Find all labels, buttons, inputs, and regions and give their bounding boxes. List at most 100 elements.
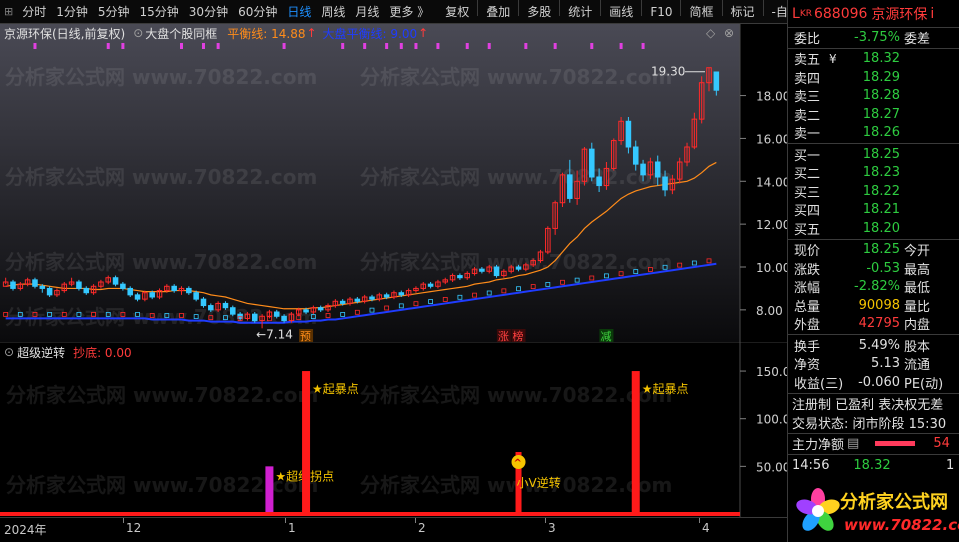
market-candle	[47, 312, 53, 317]
candle-body	[171, 285, 177, 292]
bid-price: 18.21	[862, 202, 900, 218]
stat-row: 涨跌 -0.53 最高	[788, 259, 959, 278]
market-candle	[647, 267, 653, 272]
toolbar-button-4[interactable]: 画线	[609, 4, 634, 19]
candle-body	[112, 277, 119, 285]
indicator-value-label: 抄底: 0.00	[73, 345, 132, 360]
divider	[788, 392, 959, 394]
ask-label: 卖五	[794, 53, 821, 69]
list-icon[interactable]: ▤	[847, 436, 860, 452]
candle-body	[230, 307, 236, 315]
market-candle	[633, 269, 639, 274]
date-tick	[123, 518, 124, 523]
candle-body	[61, 283, 68, 292]
bid-label: 买四	[794, 204, 821, 220]
menu-grid-icon[interactable]: ⊞	[4, 4, 14, 18]
candle-body	[347, 298, 353, 304]
indicator-name[interactable]: 大盘个股同框	[145, 26, 218, 41]
stat2-row: 净资 5.13 流通	[788, 355, 959, 373]
tab-period-4[interactable]: 30分钟	[188, 4, 229, 19]
market-candle	[252, 316, 258, 322]
trade-status-row: 交易状态: 闭市阶段 15:30	[788, 413, 959, 432]
info-icon[interactable]: i	[930, 5, 935, 22]
tab-period-8[interactable]: 月线	[355, 4, 380, 19]
candle-body	[383, 294, 390, 298]
market-candle	[17, 312, 23, 317]
toolbar-button-5[interactable]: F10	[650, 4, 673, 19]
candle-body	[332, 300, 339, 307]
candle-body	[156, 290, 163, 298]
stat2-row: 换手 5.49% 股本	[788, 336, 959, 355]
toolbar-button-3[interactable]: 统计	[568, 4, 593, 19]
signal-label: 榜	[513, 329, 524, 342]
candle-body	[559, 174, 566, 204]
market-candle	[618, 271, 624, 277]
bid-price: 18.22	[862, 183, 900, 199]
candle-body	[449, 275, 456, 281]
diamond-icon[interactable]: ◇	[706, 26, 716, 40]
indicator-toggle-icon[interactable]: ⊙	[133, 26, 144, 40]
bid-label: 买一	[794, 148, 821, 164]
toolbar-button-0[interactable]: 复权	[445, 4, 470, 19]
stat-label2: 最低	[904, 281, 931, 297]
close-icon[interactable]: ⊗	[724, 26, 734, 40]
candle-body	[625, 120, 632, 148]
market-candle	[340, 312, 346, 317]
toolbar-button-7[interactable]: 标记	[730, 4, 755, 19]
market-candle	[76, 312, 82, 317]
main-net-bar	[875, 441, 916, 447]
date-tick	[415, 518, 416, 523]
toolbar-button-6[interactable]: 简框	[689, 4, 714, 19]
bid-price: 18.20	[862, 220, 900, 236]
y-tick-label: 12.00	[756, 218, 787, 232]
ask-price: 18.28	[862, 88, 900, 104]
tab-period-7[interactable]: 周线	[321, 4, 346, 19]
market-candle	[662, 264, 668, 270]
signal-mark	[641, 43, 645, 49]
bid-label: 买五	[794, 222, 821, 238]
date-axis: 2024年 12 1 2 3 4	[0, 517, 787, 542]
date-label: 4	[702, 521, 710, 535]
candle-body	[46, 287, 53, 296]
indicator-toggle-icon[interactable]: ⊙	[4, 345, 15, 359]
market-candle	[442, 297, 448, 302]
ask-row: 卖二 18.27	[788, 105, 959, 124]
toolbar-button-1[interactable]: 叠加	[486, 4, 511, 19]
market-candle	[398, 303, 404, 309]
indicator-title[interactable]: 超级逆转	[17, 345, 66, 360]
candle-body	[706, 67, 712, 84]
signal-mark	[553, 43, 557, 49]
price-chart-panel[interactable]: 分析家公式网 www.70822.com 分析家公式网 www.70822.com…	[0, 24, 787, 342]
indicator-panel[interactable]: 分析家公式网 www.70822.com 分析家公式网 www.70822.com…	[0, 342, 787, 517]
signal-mark	[465, 43, 469, 49]
tab-period-3[interactable]: 15分钟	[139, 4, 179, 19]
tab-period-1[interactable]: 1分钟	[56, 4, 88, 19]
indicator-bar-label: 小V逆转	[517, 475, 561, 490]
candle-body	[2, 281, 9, 287]
date-label: 2024年	[4, 523, 47, 537]
ask-row: 卖一 18.26	[788, 124, 959, 142]
date-label: 2	[418, 521, 426, 535]
tab-period-0[interactable]: 分时	[22, 4, 47, 19]
toolbar-button-2[interactable]: 多股	[527, 4, 552, 19]
candle-body	[479, 268, 485, 272]
ask-row: 卖五 18.32 ¥	[788, 50, 959, 69]
indicator-chart[interactable]: 分析家公式网 www.70822.com 分析家公式网 www.70822.com…	[0, 342, 787, 517]
candle-body	[486, 266, 492, 272]
stat-label: 总量	[794, 299, 821, 315]
low-price-label: ←7.14	[256, 327, 293, 341]
ask-label: 卖二	[794, 108, 821, 124]
signal-mark	[216, 43, 220, 49]
candle-body	[574, 180, 580, 199]
bid-row: 买一 18.25	[788, 145, 959, 164]
tab-period-2[interactable]: 5分钟	[97, 4, 130, 19]
candle-body	[501, 270, 507, 277]
tab-period-9[interactable]: 更多 》	[389, 4, 430, 19]
stat-row: 涨幅 -2.82% 最低	[788, 278, 959, 297]
tab-period-5[interactable]: 60分钟	[238, 4, 278, 19]
price-chart[interactable]: 分析家公式网 www.70822.com 分析家公式网 www.70822.com…	[0, 24, 787, 342]
market-candle	[237, 316, 243, 322]
signal-mark	[341, 43, 345, 49]
tab-period-6[interactable]: 日线	[287, 4, 312, 19]
main-net-row[interactable]: 主力净额 ▤ 54	[788, 435, 959, 453]
